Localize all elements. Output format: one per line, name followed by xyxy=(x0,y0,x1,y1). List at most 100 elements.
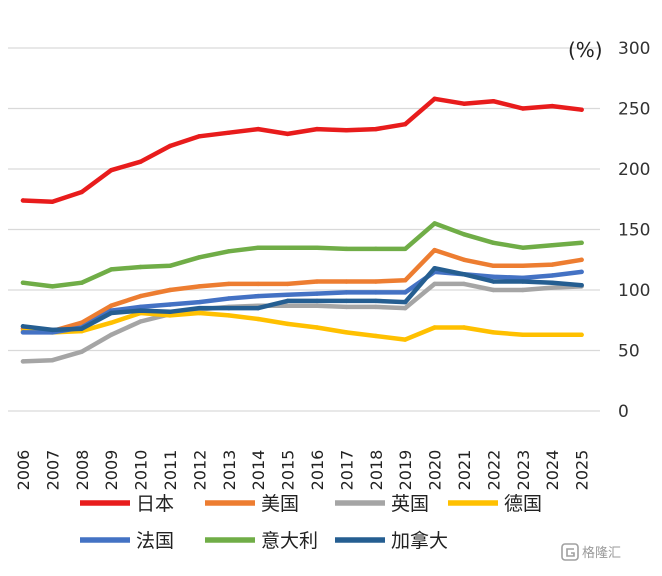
data-point xyxy=(20,324,26,329)
data-point xyxy=(285,281,290,287)
data-point xyxy=(491,99,496,104)
data-point xyxy=(197,255,202,260)
data-point xyxy=(520,263,525,268)
x-tick-label: 2009 xyxy=(102,450,121,491)
data-point xyxy=(197,310,202,316)
data-point xyxy=(403,305,408,311)
x-tick-label: 2024 xyxy=(543,450,562,491)
x-tick-label: 2021 xyxy=(455,450,474,491)
grid-lines xyxy=(8,47,600,412)
data-point xyxy=(197,134,202,139)
data-point xyxy=(256,293,261,299)
x-tick-label: 2025 xyxy=(573,450,592,491)
data-point xyxy=(79,320,85,325)
x-tick-label: 2015 xyxy=(279,450,298,491)
legend-label: 德国 xyxy=(504,493,542,515)
data-point xyxy=(138,319,143,324)
x-tick-label: 2019 xyxy=(396,450,415,491)
y-axis-ticks: 0 50 100 150 200 250 300 xyxy=(618,39,650,422)
unit-label: (%) xyxy=(568,38,603,62)
data-point xyxy=(20,198,26,203)
data-point xyxy=(109,303,114,308)
data-point xyxy=(550,285,555,290)
data-point xyxy=(167,287,173,293)
data-point xyxy=(314,279,320,284)
data-point xyxy=(403,122,408,127)
data-point xyxy=(226,281,231,287)
series-line-5 xyxy=(20,221,584,289)
data-point xyxy=(226,305,231,311)
data-point xyxy=(285,321,290,327)
data-point xyxy=(79,326,85,331)
watermark-text: 格隆汇 xyxy=(582,545,621,561)
data-point xyxy=(256,305,261,311)
data-point xyxy=(373,290,378,295)
data-point xyxy=(550,273,555,278)
x-axis-ticks: 2006 2007 2008 2009 2010 2011 2012 2013 2014 2015… xyxy=(14,450,592,491)
data-point xyxy=(285,292,290,298)
data-point xyxy=(579,332,584,337)
data-point xyxy=(256,126,261,132)
legend-label: 加拿大 xyxy=(391,529,448,552)
data-point xyxy=(373,333,378,339)
data-point xyxy=(79,280,85,285)
series-line-1 xyxy=(20,247,584,334)
data-point xyxy=(432,266,437,271)
x-tick-label: 2020 xyxy=(426,450,445,491)
data-point xyxy=(491,240,496,246)
data-point xyxy=(550,103,555,109)
legend-label: 英国 xyxy=(391,493,429,515)
data-point xyxy=(432,247,437,253)
data-point xyxy=(344,246,349,252)
x-tick-label: 2007 xyxy=(43,450,62,491)
legend-label: 日本 xyxy=(136,493,174,515)
x-tick-label: 2022 xyxy=(484,450,503,491)
data-point xyxy=(138,264,143,270)
y-tick-label: 300 xyxy=(618,39,650,59)
data-point xyxy=(403,299,408,305)
legend-label: 法国 xyxy=(136,530,174,552)
data-point xyxy=(109,310,114,316)
data-point xyxy=(373,246,378,252)
data-point xyxy=(50,357,55,363)
y-tick-label: 200 xyxy=(618,160,650,180)
data-point xyxy=(461,257,467,262)
data-point xyxy=(167,302,173,307)
data-point xyxy=(50,284,55,289)
x-tick-label: 2006 xyxy=(14,450,33,491)
data-point xyxy=(79,189,85,195)
data-point xyxy=(226,130,231,135)
x-tick-label: 2013 xyxy=(220,450,239,491)
data-point xyxy=(344,298,349,304)
data-point xyxy=(256,281,261,287)
x-tick-label: 2023 xyxy=(514,450,533,491)
data-point xyxy=(226,249,231,254)
data-point xyxy=(138,293,143,299)
gelonghui-logo-icon xyxy=(561,543,579,561)
y-tick-label: 100 xyxy=(618,281,650,301)
data-point xyxy=(197,284,202,289)
data-point xyxy=(167,263,173,268)
data-point xyxy=(373,298,378,304)
data-point xyxy=(373,304,378,310)
data-point xyxy=(226,296,231,301)
data-point xyxy=(344,330,349,335)
data-point xyxy=(314,126,320,132)
data-point xyxy=(491,263,496,268)
y-tick-label: 0 xyxy=(618,402,629,422)
data-point xyxy=(167,309,173,314)
data-point xyxy=(109,168,114,173)
data-point xyxy=(432,281,437,287)
data-point xyxy=(197,305,202,311)
data-point xyxy=(403,337,408,342)
data-point xyxy=(256,316,261,322)
data-point xyxy=(50,199,55,204)
series-lines xyxy=(20,96,584,364)
data-point xyxy=(20,280,26,285)
data-point xyxy=(432,221,437,226)
data-point xyxy=(550,243,555,248)
data-point xyxy=(314,303,320,308)
data-point xyxy=(461,272,467,277)
